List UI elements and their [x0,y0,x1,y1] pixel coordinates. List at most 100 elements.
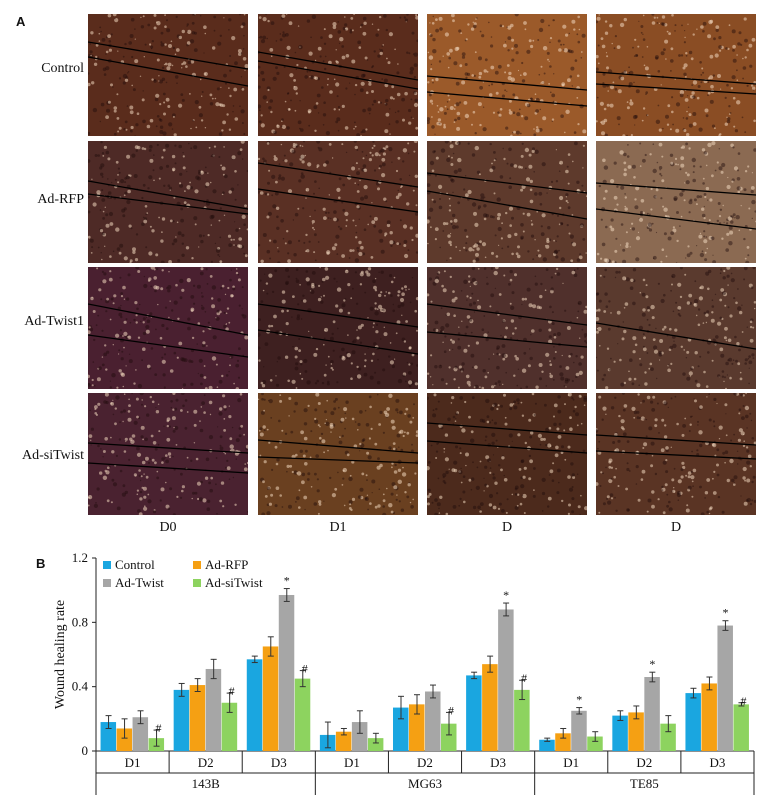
legend-ad-twist: Ad-Twist [103,575,164,591]
bar [351,722,368,751]
bar [733,704,749,751]
row-label-control: Control [41,61,84,76]
legend-ad-sitwist: Ad-siTwist [193,575,263,591]
bar [132,717,149,751]
x-day-label: D2 [198,755,214,770]
micrograph-tile [596,14,756,136]
col-label-d1: D1 [329,520,347,535]
significance-mark: * [722,606,728,620]
bar [482,664,498,751]
bar [571,710,587,751]
significance-mark: # [448,703,454,717]
y-tick-label: 0 [82,743,89,758]
bar [278,594,295,751]
bar [189,685,206,751]
bar [466,675,482,751]
y-axis-label: Wound healing rate [53,600,68,709]
bar [498,609,514,751]
legend-label-control: Control [115,557,155,572]
bar [116,728,133,751]
legend-label-ad-sitwist: Ad-siTwist [205,575,263,590]
y-tick-label: 0.4 [72,679,89,694]
significance-mark: # [302,662,308,676]
significance-mark: # [229,684,235,698]
significance-mark: # [740,694,746,708]
significance-mark: * [649,657,655,671]
significance-mark: * [503,588,509,602]
panel-label-b: B [36,556,46,571]
bar [701,683,717,751]
micrograph-tile [88,141,248,263]
bar [367,738,384,751]
col-label-d0: D0 [159,520,177,535]
legend-swatch-control [103,561,111,569]
bar [628,712,644,751]
bar [660,723,676,751]
legend-swatch-ad-rfp [193,561,201,569]
micrograph-tile [258,141,418,263]
bar [409,704,425,751]
x-day-label: D1 [344,755,360,770]
micrograph-tile [427,14,587,136]
micrograph-grid: Control Ad-RFP Ad-Twist1 Ad-siTwist D0 D… [21,14,756,535]
x-day-label: D1 [125,755,141,770]
bar [100,722,117,751]
chart-svg: 0 0.4 0.8 1.2 Wound healing rate # # * # # * # * * * # D… [53,550,755,795]
col-label-d2: D [501,520,513,535]
bar [717,625,733,751]
micrograph-tile [88,14,248,136]
bar [644,677,660,751]
micrograph-tile [88,393,248,515]
legend-swatch-ad-twist [103,579,111,587]
row-label-ad-sitwist: Ad-siTwist [21,448,84,463]
bar [587,736,603,751]
bar [685,693,701,751]
x-day-label: D3 [709,755,725,770]
x-cell-line-label: 143B [192,776,221,791]
micrograph-tile [88,267,248,389]
bar [441,723,457,751]
row-label-ad-twist1: Ad-Twist1 [24,314,84,329]
y-tick-label: 0.8 [72,614,88,629]
bar [612,715,628,751]
micrograph-tile [596,267,756,389]
significance-mark: * [576,693,582,707]
micrograph-tile [427,393,587,515]
bar [514,689,530,751]
x-day-label: D2 [417,755,433,770]
x-day-label: D1 [563,755,579,770]
row-label-ad-rfp: Ad-RFP [37,192,84,207]
significance-mark: # [521,671,527,685]
legend-label-ad-rfp: Ad-RFP [205,557,249,572]
bar [221,702,238,751]
micrograph-tile [258,393,418,515]
legend-label-ad-twist: Ad-Twist [115,575,164,590]
bar [205,668,222,751]
bar [294,678,311,751]
y-tick-label: 1.2 [72,550,88,565]
bar [246,659,263,751]
bar [335,731,352,751]
bar [393,707,409,751]
bar [173,689,190,751]
micrograph-tile [596,393,756,515]
bar [555,733,571,751]
legend-control: Control [103,557,155,573]
significance-mark: * [284,574,290,588]
x-day-label: D3 [490,755,506,770]
x-day-label: D3 [271,755,287,770]
bar [425,691,441,751]
legend-ad-rfp: Ad-RFP [193,557,248,573]
col-label-d3: D [670,520,682,535]
micrograph-tile [427,267,587,389]
wound-healing-chart: 0 0.4 0.8 1.2 Wound healing rate # # * # # * # * * * # D… [0,545,769,801]
x-cell-line-label: TE85 [630,776,659,791]
micrograph-tile [427,141,587,263]
bar [539,739,555,751]
significance-mark: # [156,721,162,735]
x-day-label: D2 [636,755,652,770]
x-cell-line-label: MG63 [408,776,442,791]
micrograph-tile [258,267,418,389]
legend-swatch-ad-sitwist [193,579,201,587]
micrograph-tile [596,141,756,263]
